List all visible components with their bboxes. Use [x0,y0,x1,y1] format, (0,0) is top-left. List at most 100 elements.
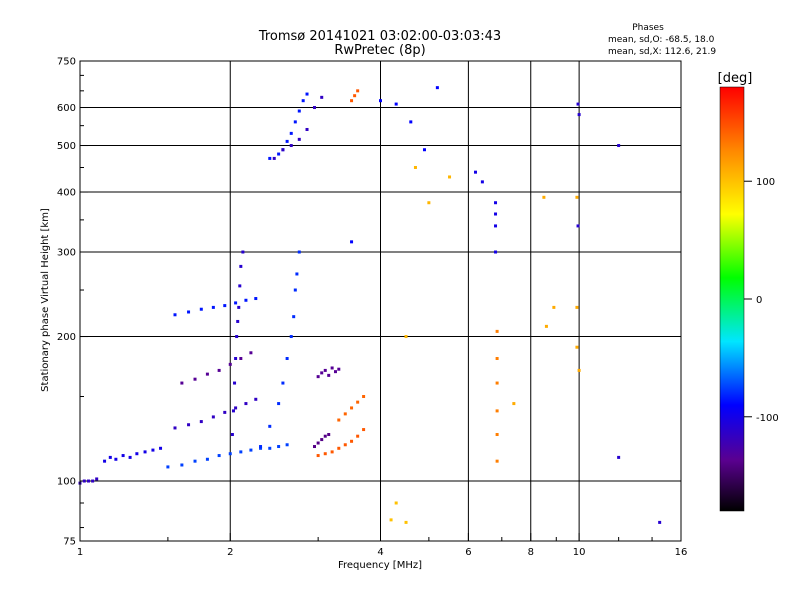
data-point [320,438,324,442]
data-point [199,420,203,424]
data-point [316,441,320,445]
data-point [301,99,305,103]
data-point [495,329,499,333]
data-point [237,305,241,309]
data-point [356,89,360,93]
data-point [362,395,366,399]
data-point [312,445,316,449]
x-tick-label: 16 [675,547,688,558]
data-point [362,428,366,432]
data-point [223,410,227,414]
data-point [658,520,662,524]
data-point [205,457,209,461]
data-point [409,120,413,124]
data-point [268,424,272,428]
x-tick-labels: 1 2 4 6 8 10 16 [77,547,688,558]
data-point [512,402,516,406]
data-point [323,452,327,456]
data-point [427,201,431,205]
data-point [249,448,253,452]
y-tick-label: 75 [63,537,76,548]
data-point [495,433,499,437]
data-point [292,315,296,319]
data-point [259,445,263,449]
y-tick-label: 400 [57,188,76,199]
data-point [244,298,248,302]
data-point [159,446,163,450]
data-point [277,152,281,156]
data-point [173,426,177,430]
data-point [577,368,581,372]
data-point [285,139,289,143]
data-point [236,319,240,323]
data-point [295,272,299,276]
data-point [356,400,360,404]
data-point [187,310,191,314]
data-point [166,465,170,469]
y-tick-label: 750 [57,57,76,68]
data-point [473,170,477,174]
x-tick-label: 8 [528,547,534,558]
colorbar [719,86,745,512]
data-point [128,455,132,459]
data-point [389,518,393,522]
data-point [617,455,621,459]
y-tick-label: 500 [57,141,76,152]
y-tick-labels: 75 100 200 300 400 500 600 750 [57,57,76,548]
data-point [114,457,118,461]
colorbar-tick-label: 0 [756,295,762,306]
data-point [143,450,147,454]
data-point [244,402,248,406]
data-point [494,224,498,228]
data-point [379,99,382,103]
plot-frame [79,60,682,542]
data-point [305,127,309,131]
phase-stats-o: mean, sd,O: -68.5, 18.0 [608,35,715,45]
data-point [249,351,253,355]
data-point [576,224,580,228]
data-point [404,520,408,524]
data-point [422,148,426,152]
y-tick-label: 100 [57,477,76,488]
data-point [230,433,234,437]
data-point [293,288,297,292]
data-point [268,156,272,160]
data-point [223,304,227,308]
data-point [234,301,238,305]
data-point [281,148,285,152]
data-point [327,373,331,377]
data-point [316,375,320,379]
data-point [187,423,191,427]
data-point [575,195,579,199]
data-point [323,368,327,372]
data-point [228,362,232,366]
data-point [350,439,354,443]
data-point [211,305,215,309]
x-tick-label: 4 [377,547,383,558]
data-point [320,371,324,375]
data-point [103,459,107,463]
data-point [435,86,439,90]
data-point [494,201,498,205]
data-point [350,240,354,244]
data-point [544,324,548,328]
y-tick-label: 600 [57,103,76,114]
data-point [234,406,238,410]
data-point [330,366,334,370]
data-point [259,446,263,450]
data-point [199,307,203,311]
data-point [542,195,546,199]
data-point [285,443,289,447]
data-point [205,372,209,376]
data-point [495,409,499,413]
data-point [285,356,289,360]
data-point [337,367,341,371]
data-point [235,335,239,339]
x-tick-label: 1 [77,547,83,558]
data-point [577,113,581,117]
data-point [193,377,197,381]
data-point [95,477,99,481]
phase-stats-x: mean, sd,X: 112.6, 21.9 [608,47,716,57]
data-point [211,415,215,419]
